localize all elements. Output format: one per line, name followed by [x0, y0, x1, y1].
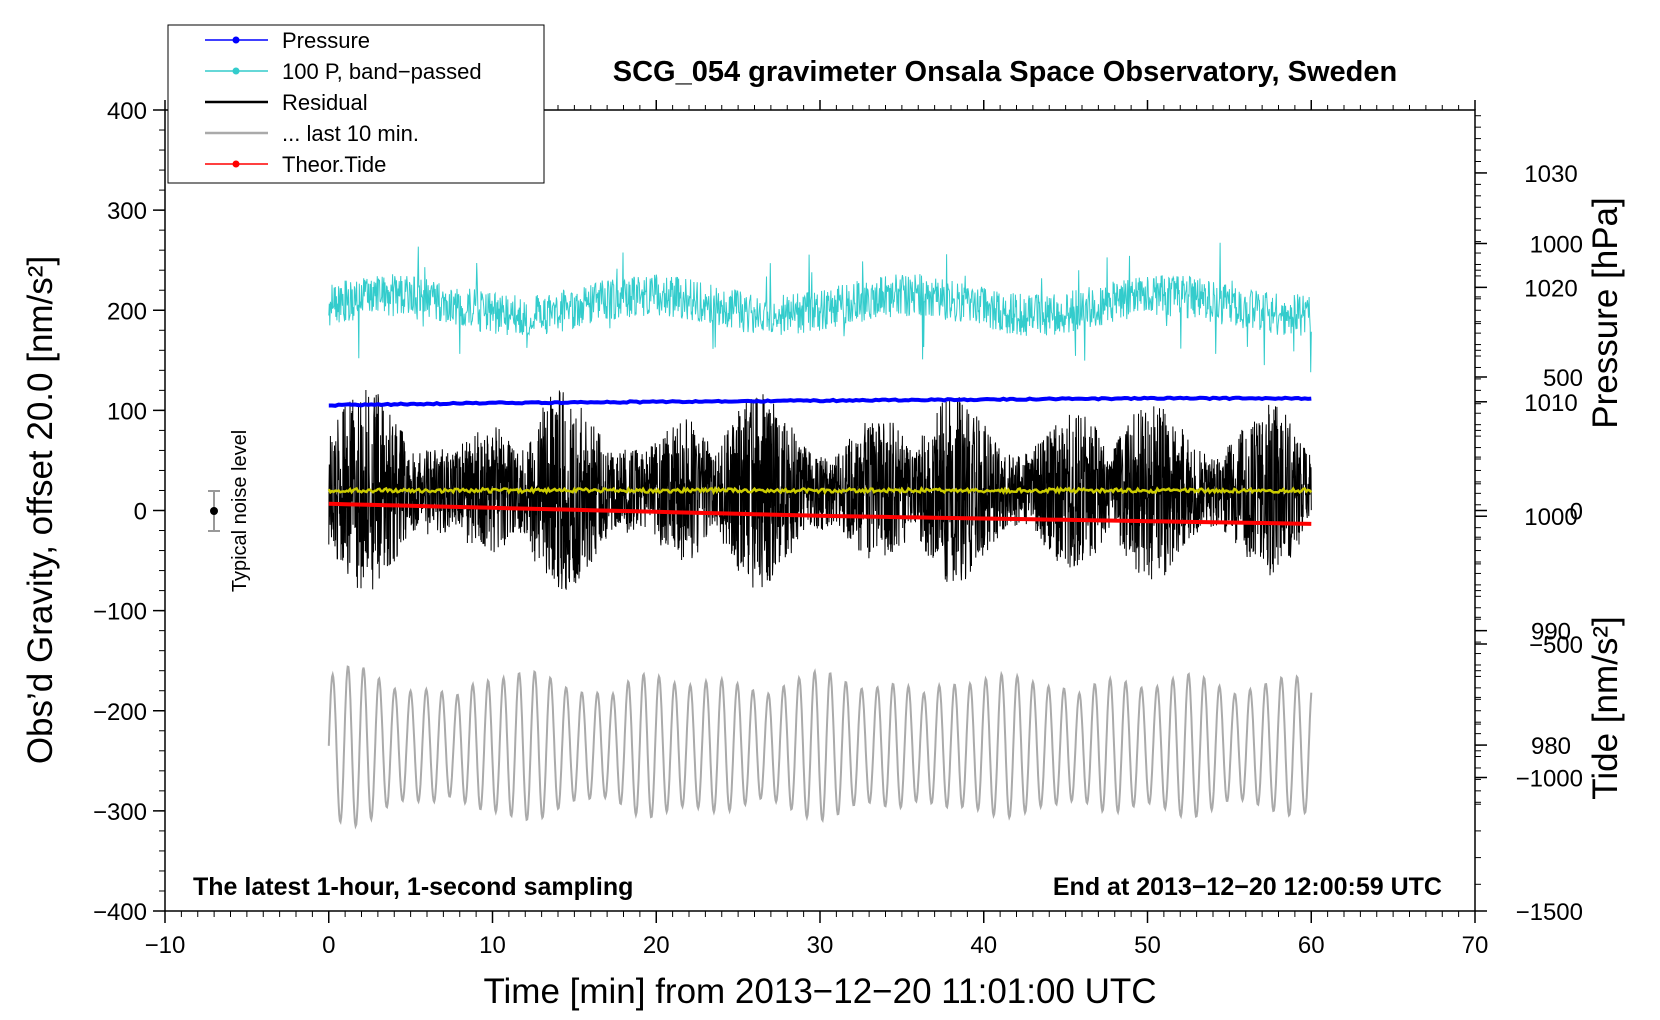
legend-label: Residual [282, 90, 368, 115]
tide-tick-label: −1000 [1516, 766, 1583, 793]
x-tick-label: 20 [643, 932, 670, 959]
noise-level-point [210, 507, 218, 515]
pressure-axis-label: Pressure [hPa] [1586, 197, 1625, 429]
pressure-tick-label: 1020 [1524, 275, 1577, 302]
series-band-passed-line [328, 242, 1312, 373]
legend-label: Theor.Tide [282, 152, 386, 177]
legend-box [167, 24, 545, 184]
y-tick-label: 100 [107, 398, 147, 425]
x-axis-label: Time [min] from 2013−12−20 11:01:00 UTC [483, 972, 1156, 1011]
series-smoothed-residual-line [327, 485, 1313, 496]
y-tick-label: 400 [107, 98, 147, 125]
y-tick-label: 200 [107, 298, 147, 325]
y-tick-label: −100 [93, 599, 147, 626]
series-tide-line [328, 501, 1312, 526]
y-tick-label: −400 [93, 899, 147, 926]
pressure-tick-label: 980 [1531, 733, 1571, 760]
noise-level-label: Typical noise level [229, 430, 251, 592]
series-residual-line [328, 389, 1312, 590]
legend-label: 100 P, band−passed [282, 59, 482, 84]
tick-layer: −10 0 10 20 30 40 50 60 70−400−300−200−100010020… [93, 98, 1583, 959]
legend-label: ... last 10 min. [282, 121, 419, 146]
series-pressure-line [328, 395, 1312, 408]
pressure-tick-label: 990 [1531, 619, 1571, 646]
chart-title: SCG_054 gravimeter Onsala Space Observat… [613, 56, 1397, 88]
tide-tick-label: 1000 [1530, 232, 1583, 259]
pressure-tick-label: 1000 [1524, 504, 1577, 531]
annotation-sampling: The latest 1-hour, 1-second sampling [193, 873, 633, 901]
y-tick-label: 0 [134, 499, 147, 526]
noise-level-indicator: Typical noise level [208, 430, 251, 592]
x-tick-label: 60 [1298, 932, 1325, 959]
x-tick-label: 70 [1462, 932, 1489, 959]
legend-swatch-marker [232, 36, 240, 44]
tide-tick-label: −500 [1529, 632, 1583, 659]
x-tick-label: 30 [807, 932, 834, 959]
tide-tick-label: −1500 [1516, 899, 1583, 926]
x-tick-label: 50 [1134, 932, 1161, 959]
legend-label: Pressure [282, 28, 370, 53]
tide-tick-label: 0 [1570, 499, 1583, 526]
x-tick-label: −10 [145, 932, 186, 959]
pressure-tick-label: 1030 [1524, 161, 1577, 188]
series-layer [327, 242, 1313, 830]
y-tick-label: −300 [93, 799, 147, 826]
y-tick-label: −200 [93, 699, 147, 726]
series-last-10-min-line [327, 665, 1313, 830]
pressure-tick-label: 1010 [1524, 390, 1577, 417]
y-axis-label: Obs’d Gravity, offset 20.0 [nm/s²] [21, 256, 60, 764]
tide-axis-label: Tide [nm/s²] [1586, 616, 1625, 799]
legend: Pressure 100 P, band−passed Residual ... la… [167, 24, 545, 184]
legend-swatch-marker [232, 67, 240, 75]
legend-swatch-marker [232, 160, 240, 168]
x-tick-label: 40 [970, 932, 997, 959]
x-tick-label: 0 [322, 932, 335, 959]
y-tick-label: 300 [107, 198, 147, 225]
annotation-end-time: End at 2013−12−20 12:00:59 UTC [1053, 873, 1442, 901]
tide-tick-label: 500 [1543, 365, 1583, 392]
x-tick-label: 10 [479, 932, 506, 959]
